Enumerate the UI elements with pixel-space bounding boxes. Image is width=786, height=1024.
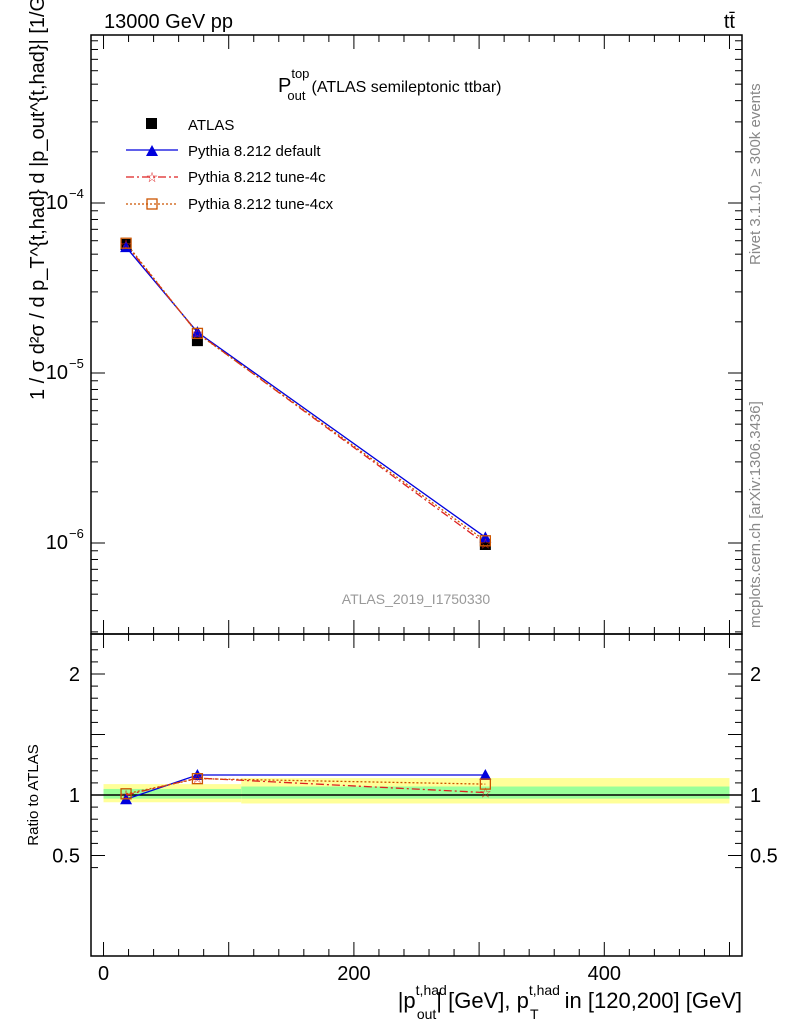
x-tick-labels: 0 200 400 bbox=[98, 963, 621, 985]
ratio-point-pythia-8-212-default bbox=[191, 769, 204, 781]
main-y-axis-label: 1 / σ d²σ / d p_T^{t,had} d |p_out^{t,ha… bbox=[27, 0, 49, 400]
header-process: tt̄ bbox=[724, 11, 736, 33]
legend-default-label: Pythia 8.212 default bbox=[188, 143, 321, 160]
ratio-y-tick-label-right: 1 bbox=[750, 785, 761, 807]
ratio-y-axis-label: Ratio to ATLAS bbox=[25, 744, 42, 845]
ratio-y-tick-label-right: 0.5 bbox=[750, 846, 778, 868]
main-point-pythia-8-212-tune-4cx bbox=[120, 237, 132, 249]
ratio-y-tick-label-right: 2 bbox=[750, 664, 761, 686]
legend-default-marker bbox=[146, 145, 158, 156]
mcplots-label: mcplots.cern.ch [arXiv:1306.3436] bbox=[747, 401, 764, 628]
main-point-pythia-8-212-default bbox=[479, 531, 492, 543]
x-tick-label: 400 bbox=[588, 963, 621, 985]
svg-text:10: 10 bbox=[46, 362, 68, 384]
svg-text:10: 10 bbox=[46, 192, 68, 214]
main-point-pythia-8-212-tune-4cx bbox=[479, 535, 492, 547]
legend-tune4cx-marker bbox=[146, 198, 158, 210]
svg-text:−4: −4 bbox=[69, 186, 84, 201]
svg-text:−5: −5 bbox=[69, 356, 84, 371]
ratio-band-inner bbox=[103, 788, 242, 799]
legend-atlas-label: ATLAS bbox=[188, 117, 234, 134]
main-point-atlas bbox=[479, 538, 491, 550]
rivet-label: Rivet 3.1.10, ≥ 300k events bbox=[747, 83, 764, 265]
legend: ATLAS Pythia 8.212 default ☆ Pythia 8.21… bbox=[126, 117, 334, 213]
ratio-y-tick-label: 1 bbox=[69, 785, 80, 807]
main-point-pythia-8-212-tune-4cx bbox=[191, 327, 204, 340]
ratio-point-pythia-8-212-tune-4cx bbox=[479, 778, 492, 790]
ratio-line-pythia-8-212-tune-4cx bbox=[125, 778, 486, 795]
main-point-pythia-8-212-default bbox=[191, 326, 204, 338]
ratio-y-tick-label: 2 bbox=[69, 664, 80, 686]
plot-title: Ptop out (ATLAS semileptonic ttbar) bbox=[278, 66, 502, 103]
main-y-tick-label-1e-4: 10 −4 bbox=[46, 186, 84, 214]
main-line-pythia-8-212-tune-4cx bbox=[125, 242, 486, 542]
x-tick-label: 0 bbox=[98, 963, 109, 985]
x-tick-label: 200 bbox=[337, 963, 370, 985]
ratio-point-pythia-8-212-default bbox=[479, 769, 492, 781]
main-point-pythia-8-212-default bbox=[120, 241, 133, 253]
legend-atlas-marker bbox=[146, 118, 157, 129]
main-y-tick-label-1e-5: 10 −5 bbox=[46, 356, 84, 384]
x-axis-label: |pt,had out| [GeV], pt,had T in [120,200] … bbox=[398, 982, 742, 1022]
main-line-pythia-8-212-default bbox=[125, 246, 486, 538]
main-point-atlas bbox=[191, 335, 203, 347]
ratio-axis-ticks bbox=[91, 634, 742, 956]
legend-tune4c-label: Pythia 8.212 tune-4c bbox=[188, 169, 326, 186]
ratio-y-tick-label: 0.5 bbox=[52, 846, 80, 868]
ratio-series-group: ☆☆☆ bbox=[120, 769, 492, 805]
main-point-pythia-8-212-tune-4c: ☆ bbox=[479, 536, 492, 552]
ratio-point-pythia-8-212-tune-4cx bbox=[120, 788, 132, 800]
analysis-watermark: ATLAS_2019_I1750330 bbox=[342, 591, 491, 607]
header-energy: 13000 GeV pp bbox=[104, 11, 233, 33]
svg-text:−6: −6 bbox=[69, 526, 84, 541]
svg-text:10: 10 bbox=[46, 532, 68, 554]
legend-tune4c-marker: ☆ bbox=[146, 169, 159, 185]
main-series-group: ☆☆☆ bbox=[120, 237, 492, 552]
main-y-tick-label-1e-6: 10 −6 bbox=[46, 526, 84, 554]
main-axis-ticks bbox=[91, 35, 742, 634]
ratio-point-pythia-8-212-tune-4cx bbox=[191, 773, 204, 785]
legend-tune4cx-label: Pythia 8.212 tune-4cx bbox=[188, 196, 334, 213]
ratio-y-tick-labels: 0.5 0.5 1 1 2 2 bbox=[52, 664, 778, 868]
